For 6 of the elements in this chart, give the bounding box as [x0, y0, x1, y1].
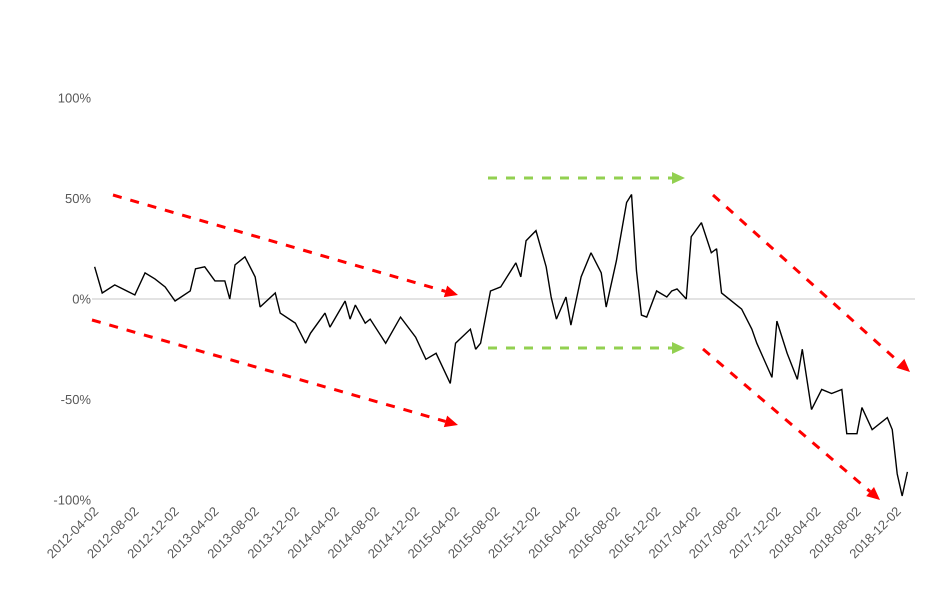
y-tick-label: -50%	[60, 392, 92, 408]
y-tick-label: 0%	[72, 292, 92, 307]
y-tick-label: 100%	[58, 90, 92, 106]
y-tick-label: -100%	[53, 492, 92, 508]
y-tick-label: 50%	[64, 191, 92, 206]
line-series	[94, 194, 908, 497]
